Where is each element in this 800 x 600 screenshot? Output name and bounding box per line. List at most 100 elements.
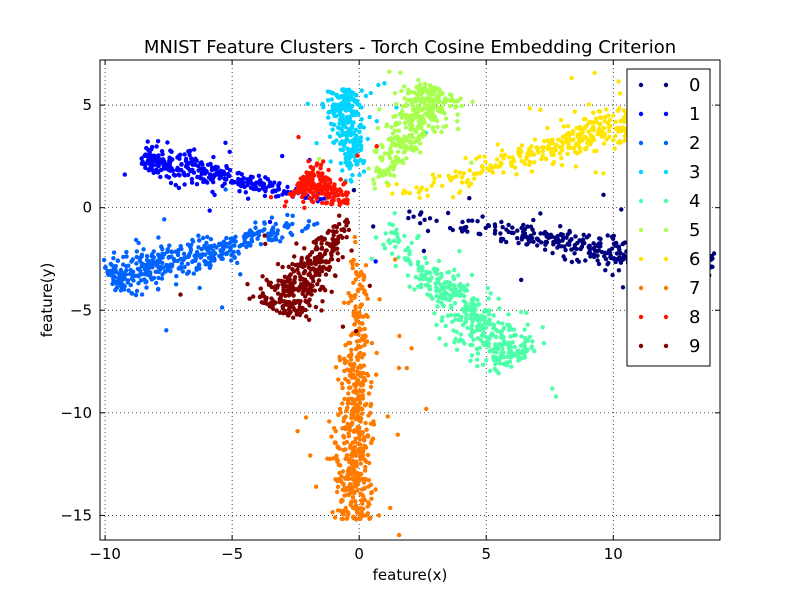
data-point xyxy=(512,344,517,350)
data-point xyxy=(435,86,441,92)
data-point xyxy=(340,192,345,198)
data-point xyxy=(419,265,425,270)
data-point xyxy=(439,105,444,110)
data-point xyxy=(521,222,526,228)
data-point xyxy=(330,236,335,242)
data-point xyxy=(501,338,507,344)
data-point xyxy=(424,187,429,192)
data-point xyxy=(290,267,295,272)
data-point xyxy=(532,160,537,165)
data-point xyxy=(487,336,492,341)
data-point xyxy=(483,159,488,164)
data-point xyxy=(350,413,356,418)
data-point xyxy=(333,429,338,434)
data-point xyxy=(612,146,617,151)
data-point xyxy=(162,217,167,222)
data-point xyxy=(558,224,563,229)
data-point xyxy=(294,241,299,246)
data-point xyxy=(435,124,440,130)
data-point xyxy=(409,147,414,152)
data-point xyxy=(397,137,402,142)
data-point xyxy=(392,128,397,134)
data-point xyxy=(483,320,489,325)
data-point xyxy=(320,171,325,176)
data-point xyxy=(524,242,529,247)
data-point xyxy=(190,239,196,244)
data-point xyxy=(341,418,346,424)
data-point xyxy=(147,150,152,155)
data-point xyxy=(313,262,318,267)
data-point xyxy=(360,501,365,506)
data-point xyxy=(366,478,371,483)
data-point xyxy=(550,150,555,155)
data-point xyxy=(432,97,437,103)
data-point xyxy=(363,420,368,426)
data-point xyxy=(371,419,376,424)
data-point xyxy=(341,106,346,111)
data-point xyxy=(398,70,403,75)
data-point xyxy=(340,168,345,173)
data-point xyxy=(487,308,492,313)
data-point xyxy=(263,297,268,302)
data-point xyxy=(595,258,600,263)
data-point xyxy=(344,217,349,222)
data-point xyxy=(434,218,439,223)
data-point xyxy=(359,355,365,360)
data-point xyxy=(269,284,274,290)
data-point xyxy=(607,117,613,123)
data-point xyxy=(225,171,231,177)
data-point xyxy=(385,183,391,188)
data-point xyxy=(501,326,507,331)
data-point xyxy=(499,148,505,153)
data-point xyxy=(341,97,346,102)
data-point xyxy=(134,249,139,254)
data-point xyxy=(342,493,347,498)
data-point xyxy=(188,245,193,250)
data-point xyxy=(440,91,445,96)
data-point xyxy=(218,174,223,179)
data-point xyxy=(434,118,440,124)
data-point xyxy=(418,150,423,155)
data-point xyxy=(211,249,216,254)
data-point xyxy=(417,195,422,200)
data-point xyxy=(337,198,342,204)
data-point xyxy=(569,259,575,265)
data-point xyxy=(439,274,444,280)
data-point xyxy=(288,272,293,277)
data-point xyxy=(542,139,547,144)
data-point xyxy=(351,495,356,500)
data-point xyxy=(465,325,470,330)
data-point xyxy=(364,427,369,432)
data-point xyxy=(458,189,463,194)
data-point xyxy=(342,396,347,402)
data-point xyxy=(349,293,354,299)
data-point xyxy=(591,128,597,133)
data-point xyxy=(364,339,370,344)
data-point xyxy=(573,164,579,169)
data-point xyxy=(351,471,357,476)
data-point xyxy=(330,127,335,132)
data-point xyxy=(352,375,357,380)
data-point xyxy=(543,239,548,245)
data-point xyxy=(437,336,442,341)
data-point xyxy=(342,228,347,234)
x-tick-label: 10 xyxy=(604,545,623,563)
data-point xyxy=(357,397,362,402)
data-point xyxy=(353,328,359,334)
data-point xyxy=(152,155,157,160)
data-point xyxy=(373,259,378,264)
data-point xyxy=(359,416,364,421)
data-point xyxy=(118,274,124,280)
data-point xyxy=(155,261,160,267)
data-point xyxy=(392,211,397,216)
data-point xyxy=(536,150,541,155)
data-point xyxy=(136,240,141,246)
data-point xyxy=(345,509,350,515)
data-point xyxy=(608,255,614,261)
data-point xyxy=(496,296,501,301)
data-point xyxy=(295,182,300,188)
data-point xyxy=(196,233,201,238)
data-point xyxy=(214,245,219,250)
data-point xyxy=(617,91,623,96)
data-point xyxy=(198,166,203,171)
